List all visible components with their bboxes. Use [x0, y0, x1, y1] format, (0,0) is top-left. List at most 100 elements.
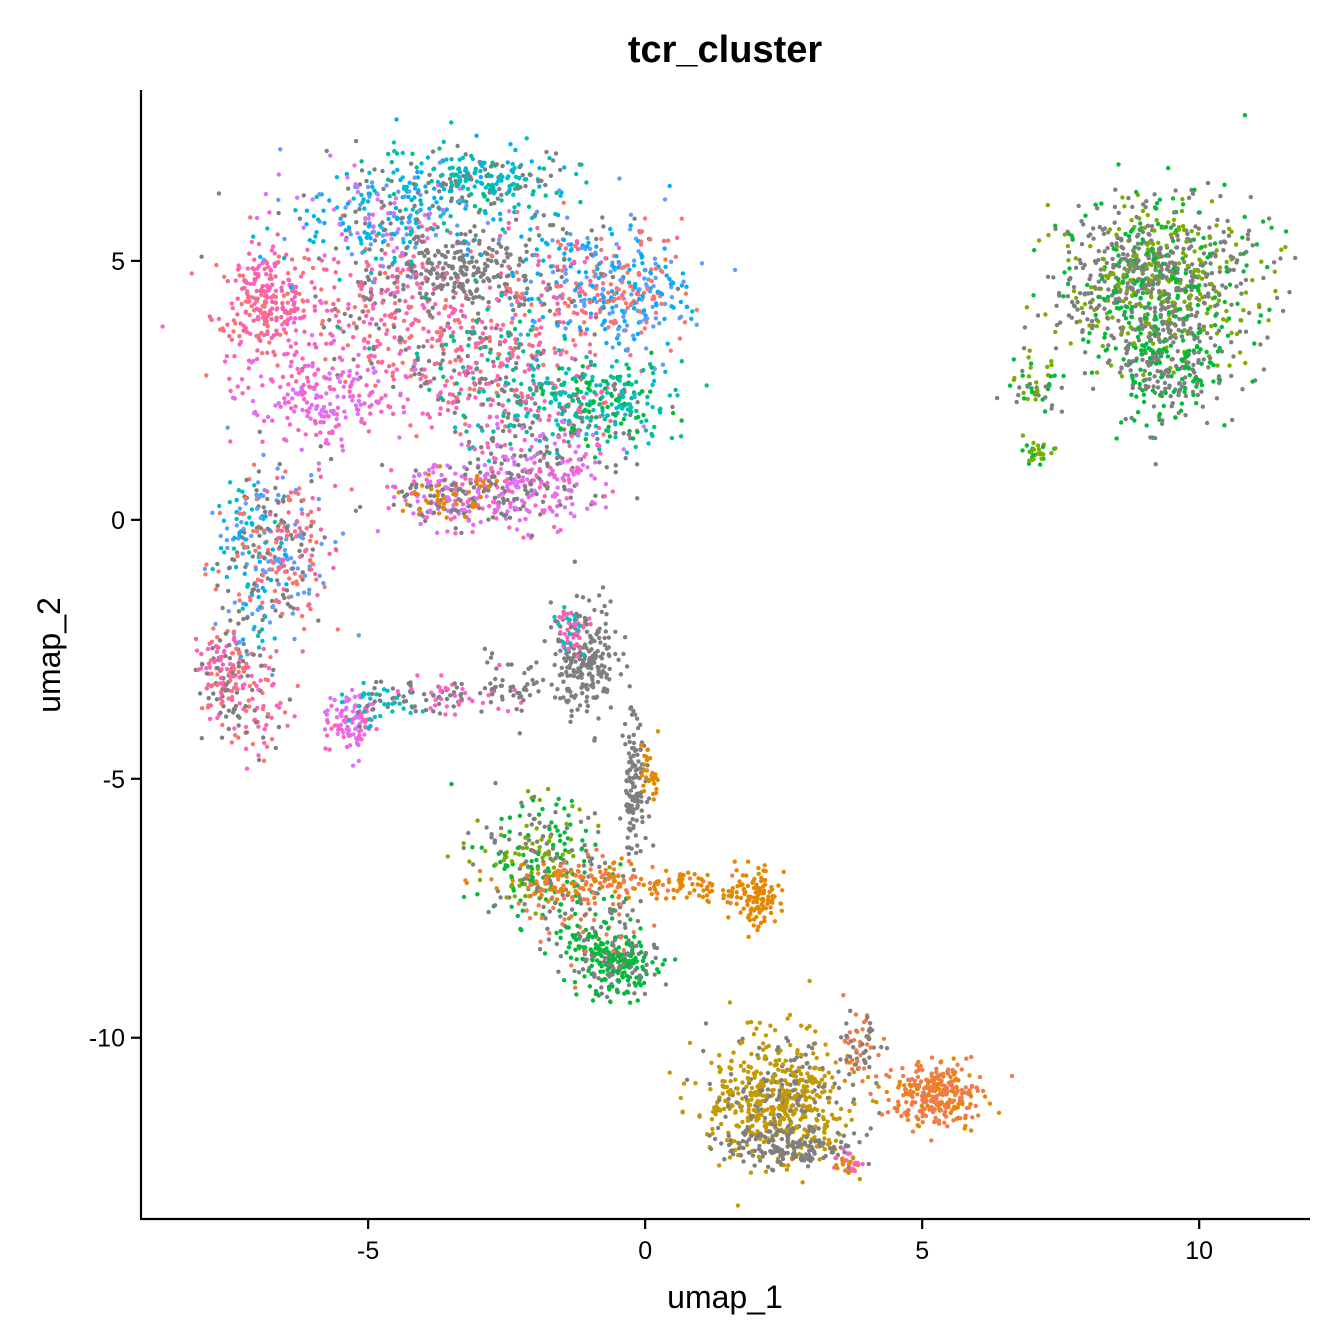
- data-point: [235, 296, 240, 301]
- data-point: [410, 321, 416, 326]
- data-point: [315, 593, 320, 598]
- data-point: [498, 825, 504, 831]
- data-point: [298, 574, 303, 579]
- data-point: [595, 292, 600, 298]
- data-point: [605, 967, 610, 972]
- data-point: [515, 209, 520, 215]
- data-point: [422, 213, 428, 218]
- data-point: [531, 378, 536, 383]
- data-point: [647, 362, 653, 367]
- data-point: [500, 485, 505, 491]
- data-point: [464, 267, 469, 272]
- data-point: [250, 295, 255, 300]
- data-point: [252, 708, 257, 713]
- data-point: [413, 317, 418, 322]
- data-point: [316, 507, 321, 512]
- data-point: [450, 334, 455, 339]
- data-point: [474, 481, 480, 487]
- data-point: [355, 736, 361, 741]
- data-point: [370, 184, 375, 189]
- data-point: [616, 333, 621, 338]
- data-point: [256, 241, 262, 247]
- data-point: [373, 383, 378, 388]
- data-point: [316, 496, 321, 502]
- data-point: [280, 475, 285, 480]
- data-point: [643, 835, 648, 841]
- data-point: [457, 186, 462, 191]
- data-point: [558, 648, 563, 653]
- data-point: [301, 531, 307, 537]
- data-point: [610, 489, 615, 494]
- data-point: [204, 665, 209, 671]
- data-point: [460, 303, 465, 308]
- data-point: [327, 551, 332, 556]
- data-point: [246, 665, 251, 670]
- data-point: [272, 352, 278, 358]
- data-point: [597, 593, 602, 598]
- data-point: [592, 607, 597, 613]
- data-point: [299, 542, 304, 547]
- data-point: [297, 526, 302, 531]
- data-point: [236, 660, 241, 666]
- data-point: [482, 686, 488, 691]
- data-point: [397, 435, 402, 440]
- data-point: [620, 975, 625, 980]
- data-point: [364, 178, 369, 184]
- data-point: [276, 401, 281, 406]
- data-point: [449, 375, 454, 380]
- data-point: [488, 350, 493, 355]
- data-point: [694, 322, 699, 327]
- data-point: [255, 274, 261, 279]
- data-point: [547, 254, 552, 259]
- data-point: [509, 302, 514, 307]
- data-point: [210, 566, 215, 572]
- data-point: [587, 616, 592, 621]
- data-point: [401, 287, 406, 292]
- data-point: [584, 694, 590, 700]
- data-point: [642, 991, 648, 997]
- data-point: [321, 239, 326, 244]
- data-point: [650, 777, 656, 783]
- data-point: [251, 358, 256, 364]
- data-point: [206, 661, 212, 666]
- data-point: [392, 255, 397, 261]
- data-point: [406, 215, 412, 220]
- data-point: [536, 233, 542, 238]
- data-point: [599, 247, 604, 253]
- data-point: [596, 716, 601, 721]
- data-point: [338, 722, 344, 727]
- data-point: [562, 336, 568, 341]
- data-point: [566, 439, 571, 445]
- data-point: [223, 714, 229, 719]
- data-point: [275, 232, 280, 237]
- data-point: [619, 293, 625, 298]
- data-point: [565, 215, 570, 220]
- data-point: [601, 919, 607, 925]
- data-point: [361, 680, 366, 686]
- data-point: [600, 405, 605, 411]
- data-point: [264, 318, 269, 324]
- data-point: [366, 354, 371, 359]
- data-point: [580, 663, 585, 668]
- data-point: [240, 606, 245, 611]
- data-point: [577, 399, 582, 404]
- data-point: [569, 299, 574, 305]
- data-point: [540, 315, 546, 320]
- data-point: [443, 261, 448, 266]
- data-point: [608, 282, 614, 287]
- data-point: [419, 202, 424, 207]
- data-point: [343, 379, 348, 384]
- data-point: [419, 170, 424, 175]
- data-point: [554, 447, 560, 453]
- data-point: [502, 442, 508, 448]
- data-point: [627, 760, 632, 765]
- data-point: [554, 941, 559, 947]
- data-point: [568, 248, 573, 253]
- data-point: [520, 291, 525, 296]
- data-point: [431, 166, 437, 171]
- data-point: [600, 281, 606, 286]
- data-point: [459, 231, 464, 237]
- data-point: [301, 225, 306, 230]
- data-point: [235, 267, 241, 272]
- data-point: [493, 495, 498, 501]
